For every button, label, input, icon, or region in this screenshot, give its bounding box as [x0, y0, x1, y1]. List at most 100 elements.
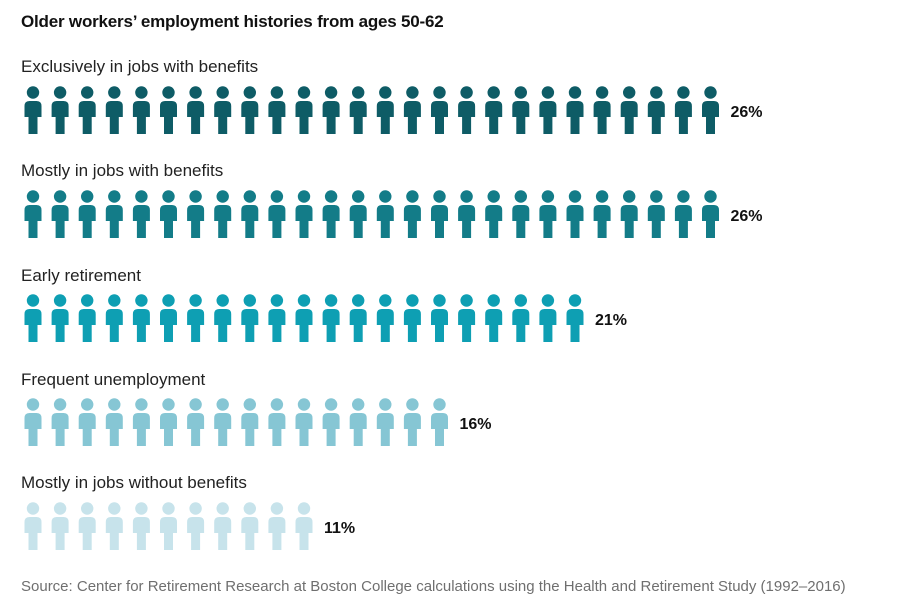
person-icon: [512, 190, 530, 238]
person-icon: [78, 294, 96, 342]
icon-row-3: [24, 294, 584, 342]
person-icon: [105, 398, 123, 446]
person-icon: [322, 190, 340, 238]
person-icon: [105, 86, 123, 134]
person-icon: [539, 86, 557, 134]
person-icon: [132, 86, 150, 134]
category-label-early-retirement: Early retirement: [21, 266, 141, 285]
person-icon: [512, 86, 530, 134]
person-icon: [431, 190, 448, 238]
person-icon: [647, 86, 665, 134]
person-icon: [132, 294, 150, 342]
person-icon: [403, 86, 421, 134]
person-icon: [674, 190, 692, 238]
person-icon: [132, 398, 150, 446]
person-icon: [160, 398, 177, 446]
person-icon: [214, 86, 232, 134]
person-icon: [214, 398, 232, 446]
person-icon: [187, 502, 205, 550]
person-icon: [214, 294, 232, 342]
person-icon: [566, 86, 584, 134]
person-icon: [268, 294, 286, 342]
person-icon: [403, 190, 421, 238]
person-icon: [376, 86, 394, 134]
person-icon: [51, 86, 69, 134]
value-label-5: 11%: [324, 520, 355, 537]
person-icon: [295, 294, 313, 342]
person-icon: [268, 398, 286, 446]
person-icon: [78, 502, 96, 550]
value-label-3: 21%: [595, 312, 627, 329]
person-icon: [702, 86, 719, 134]
person-icon: [241, 398, 259, 446]
person-icon: [376, 398, 394, 446]
person-icon: [376, 294, 394, 342]
person-icon: [160, 502, 177, 550]
person-icon: [376, 190, 394, 238]
person-icon: [322, 294, 340, 342]
person-icon: [241, 294, 259, 342]
person-icon: [349, 86, 367, 134]
person-icon: [295, 86, 313, 134]
person-icon: [593, 86, 611, 134]
person-icon: [295, 502, 313, 550]
person-icon: [431, 398, 448, 446]
person-icon: [349, 398, 367, 446]
category-label-frequent-unemployment: Frequent unemployment: [21, 370, 206, 389]
person-icon: [485, 294, 503, 342]
person-icon: [349, 294, 367, 342]
person-icon: [24, 294, 42, 342]
person-icon: [241, 86, 259, 134]
person-icon: [187, 86, 205, 134]
person-icon: [431, 86, 448, 134]
person-icon: [78, 398, 96, 446]
person-icon: [485, 86, 503, 134]
source-note: Source: Center for Retirement Research a…: [21, 578, 846, 595]
person-icon: [593, 190, 611, 238]
value-label-1: 26%: [731, 104, 763, 121]
person-icon: [349, 190, 367, 238]
person-icon: [187, 294, 205, 342]
person-icon: [51, 502, 69, 550]
category-label-mostly-without-benefits: Mostly in jobs without benefits: [21, 473, 247, 492]
person-icon: [132, 190, 150, 238]
person-icon: [431, 294, 448, 342]
person-icon: [241, 502, 259, 550]
icon-row-4: [24, 398, 448, 446]
person-icon: [214, 190, 232, 238]
person-icon: [160, 190, 177, 238]
person-icon: [105, 294, 123, 342]
person-icon: [485, 190, 503, 238]
person-icon: [322, 86, 340, 134]
person-icon: [187, 190, 205, 238]
icon-row-1: [24, 86, 719, 134]
person-icon: [24, 190, 42, 238]
person-icon: [295, 190, 313, 238]
person-icon: [268, 190, 286, 238]
person-icon: [24, 502, 42, 550]
person-icon: [458, 190, 476, 238]
person-icon: [620, 190, 638, 238]
person-icon: [268, 502, 286, 550]
person-icon: [24, 86, 42, 134]
person-icon: [78, 86, 96, 134]
value-label-4: 16%: [460, 416, 492, 433]
person-icon: [458, 294, 476, 342]
person-icon: [539, 190, 557, 238]
person-icon: [214, 502, 232, 550]
person-icon: [702, 190, 719, 238]
person-icon: [241, 190, 259, 238]
person-icon: [105, 502, 123, 550]
icon-row-2: [24, 190, 719, 238]
person-icon: [322, 398, 340, 446]
person-icon: [512, 294, 530, 342]
person-icon: [566, 190, 584, 238]
person-icon: [24, 398, 42, 446]
chart-title: Older workers’ employment histories from…: [21, 12, 444, 31]
icon-row-5: [24, 502, 313, 550]
value-label-2: 26%: [731, 208, 763, 225]
person-icon: [187, 398, 205, 446]
person-icon: [160, 86, 177, 134]
category-label-mostly-benefits: Mostly in jobs with benefits: [21, 161, 224, 180]
